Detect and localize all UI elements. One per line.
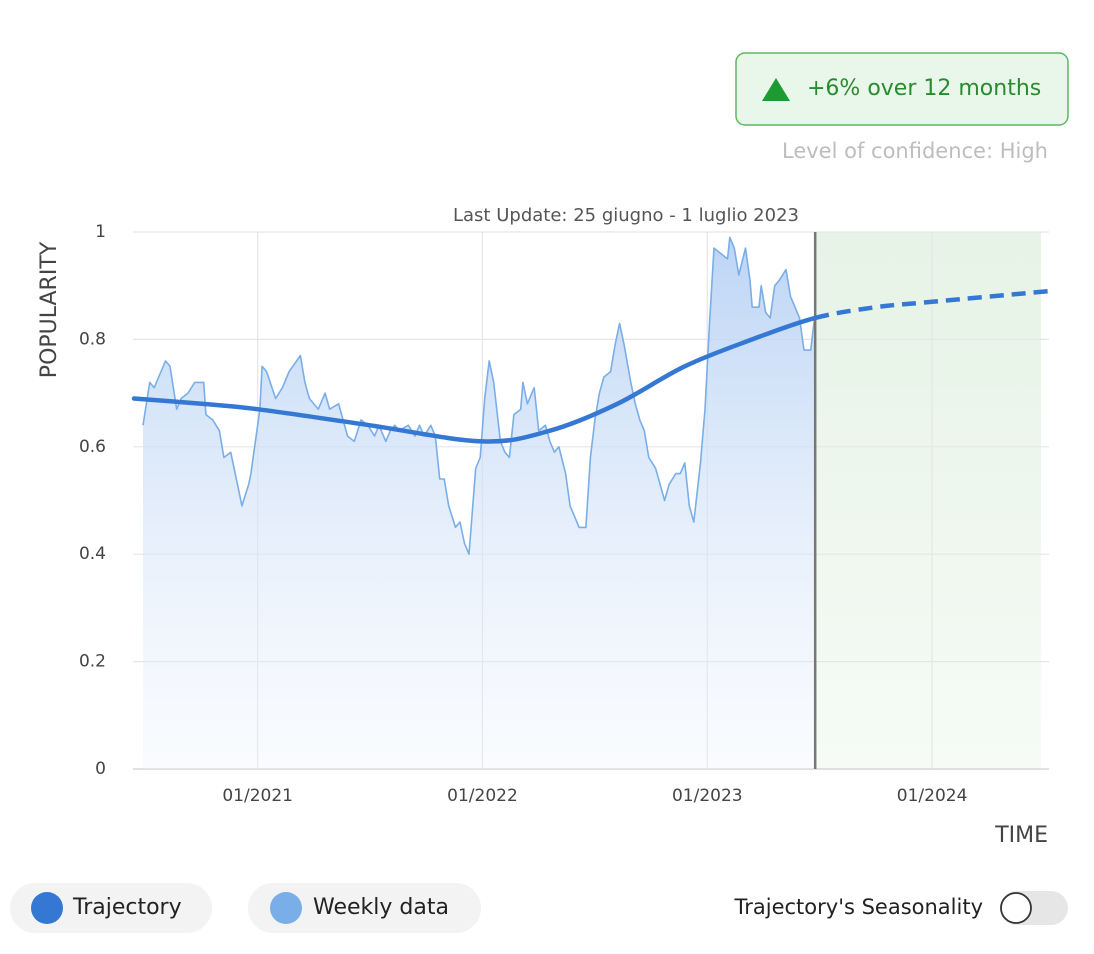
trend-badge: [735, 52, 1069, 126]
y-tick-label: 0.8: [79, 329, 106, 349]
x-tick-label: 01/2022: [447, 786, 518, 806]
y-tick-label: 0: [95, 759, 106, 779]
toggle-knob[interactable]: [1000, 892, 1032, 924]
x-tick-label: 01/2023: [672, 786, 743, 806]
legend-pill[interactable]: [248, 883, 481, 933]
trajectory-line: [131, 315, 818, 444]
legend-label: Weekly data: [313, 895, 449, 920]
x-tick-label: 01/2024: [897, 786, 968, 806]
legend-label: Trajectory: [72, 895, 182, 920]
legend-swatch: [270, 892, 302, 924]
trajectory-forecast: [814, 288, 1050, 321]
y-tick-label: 0.4: [79, 544, 106, 564]
toggle-label: Trajectory's Seasonality: [734, 895, 984, 919]
legend-swatch: [31, 892, 63, 924]
weekly-area: [143, 237, 816, 769]
y-tick-label: 0.6: [79, 437, 106, 457]
trend-arrow: [762, 78, 790, 101]
subtitle: Last Update: 25 giugno - 1 luglio 2023: [453, 205, 799, 226]
trend-text: +6% over 12 months: [807, 76, 1041, 101]
confidence: Level of confidence: High: [782, 139, 1048, 163]
legend-pill[interactable]: [10, 883, 212, 933]
y-axis-title: POPULARITY: [37, 241, 62, 378]
y-tick-label: 0.2: [79, 652, 106, 672]
x-axis-title: TIME: [994, 823, 1048, 848]
forecast-region: [815, 232, 1041, 769]
y-tick-label: 1: [95, 222, 106, 242]
x-tick-label: 01/2021: [222, 786, 293, 806]
